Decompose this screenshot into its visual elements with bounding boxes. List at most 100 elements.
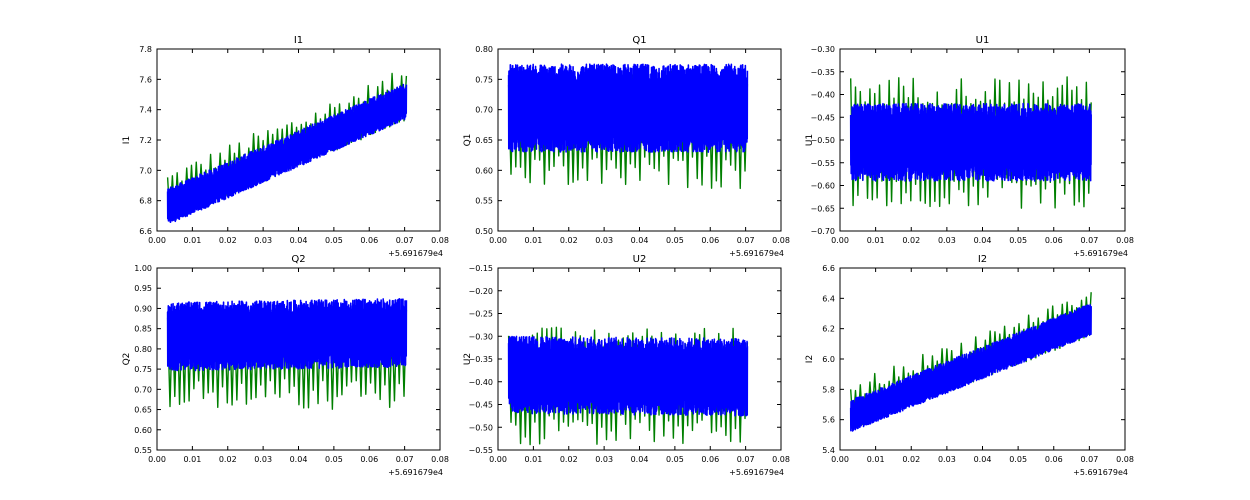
y-tick-label: 6.6: [822, 264, 835, 273]
y-axis-label: Q1: [463, 134, 473, 147]
y-tick-label: 6.2: [822, 325, 835, 334]
y-axis-label: I2: [805, 355, 815, 363]
chart-title: Q1: [632, 35, 646, 46]
y-tick-label: −0.45: [468, 401, 493, 410]
x-tick-label: 0.05: [325, 455, 343, 464]
chart-panel-i2: 0.00 0.01 0.02 0.03 0.04 0.05 0.06 0.07 0.08 5.4 5…: [805, 254, 1134, 477]
x-tick-label: 0.06: [701, 236, 719, 245]
x-tick-label: 0.04: [974, 455, 992, 464]
series-line-blue: [849, 303, 1092, 432]
chart-title: I1: [294, 35, 303, 46]
y-tick-label: −0.65: [810, 204, 835, 213]
x-tick-label: 0.04: [290, 236, 308, 245]
x-offset-text: +5.691679e4: [1073, 468, 1128, 477]
y-tick-label: 0.65: [134, 406, 152, 415]
x-tick-label: 0.07: [737, 236, 755, 245]
y-axis-label: Q2: [122, 353, 132, 366]
y-tick-label: 0.80: [475, 45, 493, 54]
x-tick-label: 0.00: [831, 236, 849, 245]
x-tick-label: 0.08: [1116, 236, 1134, 245]
x-tick-label: 0.00: [489, 455, 507, 464]
y-tick-label: 5.8: [822, 385, 835, 394]
y-tick-label: −0.40: [468, 378, 493, 387]
y-tick-label: 0.90: [134, 304, 152, 313]
y-tick-label: −0.35: [810, 68, 835, 77]
x-offset-text: +5.691679e4: [729, 468, 784, 477]
plot-area: [849, 292, 1092, 432]
x-tick-label: 0.07: [396, 236, 414, 245]
x-tick-label: 0.07: [1080, 236, 1098, 245]
x-tick-label: 0.08: [772, 455, 790, 464]
x-tick-label: 0.06: [360, 236, 378, 245]
chart-panel-u2: 0.00 0.01 0.02 0.03 0.04 0.05 0.06 0.07 0.08 −0.5…: [463, 254, 790, 477]
y-tick-label: −0.35: [468, 355, 493, 364]
y-axis-label: U1: [805, 134, 815, 146]
y-tick-label: 7.8: [139, 45, 152, 54]
y-tick-label: 1.00: [134, 264, 152, 273]
y-tick-label: −0.15: [468, 264, 493, 273]
x-tick-label: 0.02: [902, 455, 920, 464]
x-tick-label: 0.07: [737, 455, 755, 464]
plot-area: [849, 76, 1092, 209]
x-tick-label: 0.01: [183, 236, 201, 245]
y-tick-label: 6.8: [139, 197, 152, 206]
series-line-blue: [507, 63, 749, 153]
x-tick-label: 0.03: [595, 455, 613, 464]
x-tick-label: 0.00: [148, 236, 166, 245]
y-tick-label: 0.65: [475, 136, 493, 145]
chart-title: Q2: [291, 254, 305, 265]
y-tick-label: 7.6: [139, 75, 152, 84]
y-tick-label: 6.6: [139, 227, 152, 236]
y-tick-label: 0.85: [134, 325, 152, 334]
y-tick-label: −0.30: [468, 332, 493, 341]
y-axis-label: I1: [122, 136, 132, 144]
y-tick-label: 0.70: [134, 385, 152, 394]
y-tick-label: 0.55: [475, 197, 493, 206]
y-tick-label: 0.80: [134, 345, 152, 354]
x-tick-label: 0.04: [631, 455, 649, 464]
x-tick-label: 0.03: [938, 455, 956, 464]
x-tick-label: 0.06: [1045, 455, 1063, 464]
x-tick-label: 0.00: [831, 455, 849, 464]
plot-area: [507, 326, 749, 446]
y-tick-label: −0.25: [468, 310, 493, 319]
y-tick-label: −0.30: [810, 45, 835, 54]
y-tick-label: 0.75: [134, 365, 152, 374]
x-tick-label: 0.01: [867, 236, 885, 245]
x-tick-label: 0.08: [431, 236, 449, 245]
x-tick-label: 0.03: [254, 455, 272, 464]
y-tick-label: −0.60: [810, 182, 835, 191]
plot-area: [507, 63, 749, 190]
y-tick-label: −0.45: [810, 113, 835, 122]
x-tick-label: 0.05: [325, 236, 343, 245]
y-tick-label: 6.0: [822, 355, 835, 364]
x-tick-label: 0.08: [772, 236, 790, 245]
y-tick-label: 0.95: [134, 284, 152, 293]
x-tick-label: 0.07: [396, 455, 414, 464]
y-tick-label: 0.50: [475, 227, 493, 236]
y-tick-label: −0.50: [810, 136, 835, 145]
chart-title: U1: [976, 35, 990, 46]
x-offset-text: +5.691679e4: [388, 249, 443, 258]
x-tick-label: 0.04: [974, 236, 992, 245]
y-tick-label: −0.20: [468, 287, 493, 296]
y-tick-label: 0.70: [475, 106, 493, 115]
x-tick-label: 0.05: [1009, 455, 1027, 464]
y-tick-label: 7.4: [139, 106, 152, 115]
x-tick-label: 0.05: [666, 236, 684, 245]
x-tick-label: 0.00: [148, 455, 166, 464]
x-tick-label: 0.07: [1080, 455, 1098, 464]
x-tick-label: 0.02: [219, 236, 237, 245]
chart-title: U2: [633, 254, 647, 265]
series-line-blue: [166, 83, 408, 224]
chart-panel-i1: 0.00 0.01 0.02 0.03 0.04 0.05 0.06 0.07 0.08 6.6 6…: [122, 35, 449, 258]
y-tick-label: 6.4: [822, 294, 835, 303]
series-line-blue: [507, 335, 749, 417]
y-tick-label: 5.4: [822, 446, 835, 455]
x-tick-label: 0.02: [902, 236, 920, 245]
y-tick-label: −0.40: [810, 91, 835, 100]
x-tick-label: 0.01: [183, 455, 201, 464]
x-tick-label: 0.01: [524, 236, 542, 245]
x-offset-text: +5.691679e4: [1073, 249, 1128, 258]
